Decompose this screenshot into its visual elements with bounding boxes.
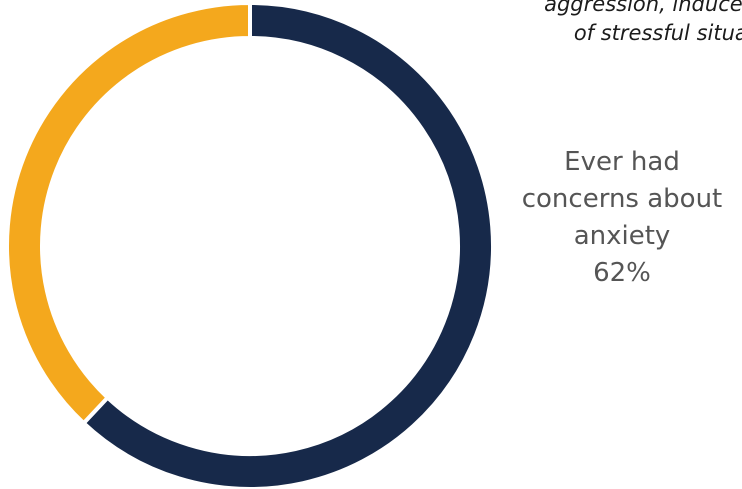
donut-slice-2 xyxy=(5,0,252,426)
data-label-line-1: Ever had xyxy=(564,147,680,177)
slice-data-label: Ever had concerns about anxiety 62% xyxy=(506,144,738,292)
annotation-line-1: aggression, induced xyxy=(544,0,742,16)
data-label-line-4: 62% xyxy=(593,258,651,288)
data-label-line-2: concerns about xyxy=(521,184,723,214)
annotation-line-2: of stressful situat xyxy=(573,21,742,45)
donut-slice-1 xyxy=(80,0,495,489)
data-label-line-3: anxiety xyxy=(573,221,671,251)
